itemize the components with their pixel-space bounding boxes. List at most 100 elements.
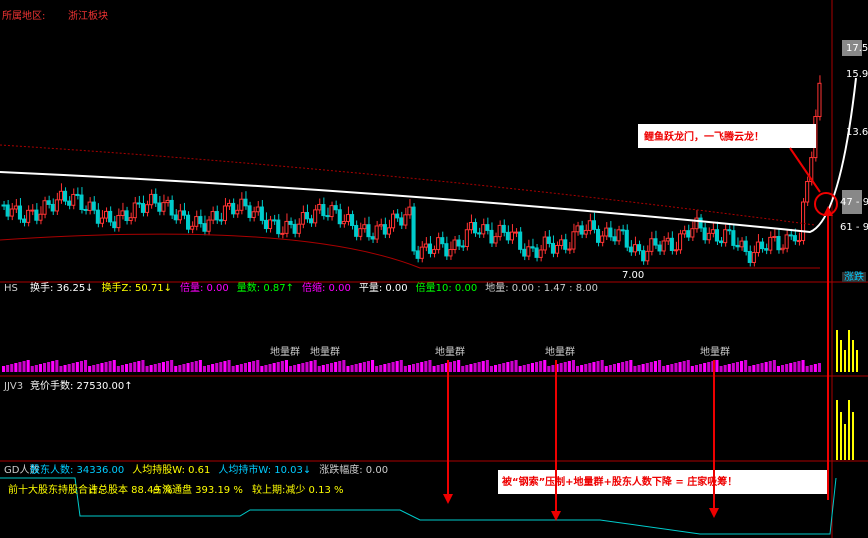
volume-bar xyxy=(666,365,670,372)
candle-body xyxy=(694,217,699,230)
volume-bar xyxy=(412,364,416,372)
candle-body xyxy=(719,240,724,244)
volume-bar xyxy=(403,366,407,372)
candle-body xyxy=(575,225,580,233)
volume-bar xyxy=(785,364,789,372)
volume-bar xyxy=(699,364,703,372)
volume-bar xyxy=(182,364,186,372)
volume-bar xyxy=(223,361,227,372)
panel-field: 倍量: 0.00 xyxy=(180,281,229,294)
volume-bar xyxy=(358,363,362,372)
cluster-label: 地量群 xyxy=(435,345,465,358)
panel-field: 人均持市W: 10.03↓ xyxy=(218,463,311,476)
volume-bar xyxy=(84,360,88,372)
volume-bar xyxy=(256,360,260,372)
change-button[interactable]: 涨跌 xyxy=(844,270,864,283)
candle-body xyxy=(805,181,810,203)
yellow-bar xyxy=(852,412,854,460)
volume-bar xyxy=(760,363,764,372)
volume-bar xyxy=(781,365,785,372)
volume-bar xyxy=(658,360,662,372)
candle-body xyxy=(739,240,744,248)
candle-body xyxy=(42,200,47,215)
candle-body xyxy=(5,204,10,217)
candle-body xyxy=(682,230,687,235)
candle-body xyxy=(210,211,215,221)
candle-body xyxy=(108,210,113,223)
candle-body xyxy=(493,236,498,244)
volume-bar xyxy=(465,365,469,372)
volume-bar xyxy=(727,364,731,372)
candle-body xyxy=(284,220,289,234)
volume-bar xyxy=(379,365,383,372)
candle-body xyxy=(419,246,424,259)
candle-body xyxy=(206,219,211,232)
candle-body xyxy=(411,206,416,252)
volume-bar xyxy=(71,363,75,372)
candle-body xyxy=(501,224,506,233)
volume-bar xyxy=(559,363,563,372)
volume-bar xyxy=(6,365,10,372)
volume-bar xyxy=(38,364,42,372)
volume-bar xyxy=(518,366,522,372)
volume-bar xyxy=(678,362,682,372)
volume-bar xyxy=(735,362,739,372)
volume-bar xyxy=(510,361,514,372)
candle-body xyxy=(145,204,150,213)
volume-bar xyxy=(817,363,821,372)
support-line xyxy=(0,233,820,269)
cluster-label: 地量群 xyxy=(270,345,300,358)
candle-body xyxy=(755,241,761,254)
callout: 被“钢索”压制+地量群+股东人数下降 = 庄家吸筹！ xyxy=(502,475,737,488)
candle-body xyxy=(678,233,683,251)
candle-body xyxy=(116,214,121,229)
candle-body xyxy=(362,224,367,230)
volume-bar xyxy=(108,361,112,372)
candle-body xyxy=(231,202,236,215)
panel-field: 量数: 0.87↑ xyxy=(237,281,294,294)
candle-body xyxy=(17,205,22,220)
volume-bar xyxy=(526,364,530,372)
volume-bar xyxy=(457,360,461,372)
volume-bar xyxy=(625,361,629,372)
volume-bar xyxy=(522,365,526,372)
candle-body xyxy=(140,203,145,213)
volume-bar xyxy=(391,362,395,372)
volume-bar xyxy=(297,364,301,372)
volume-bar xyxy=(239,364,243,372)
candle-body xyxy=(22,218,27,223)
candle-body xyxy=(58,190,64,201)
candle-body xyxy=(194,216,199,227)
panel-field: 倍缩: 0.00 xyxy=(302,281,351,294)
candle-body xyxy=(591,220,597,230)
candle-body xyxy=(456,239,461,247)
volume-bar xyxy=(67,364,71,372)
candle-body xyxy=(218,219,223,222)
cluster-label: 地量群 xyxy=(700,345,730,358)
step-line xyxy=(0,477,837,535)
candle-body xyxy=(464,229,469,248)
volume-bar xyxy=(334,362,338,372)
volume-bar xyxy=(444,363,448,372)
candle-body xyxy=(173,214,178,221)
candle-body xyxy=(235,209,240,215)
volume-bar xyxy=(243,363,247,372)
candle-body xyxy=(432,249,437,254)
candle-body xyxy=(296,223,301,234)
volume-bar xyxy=(342,360,346,372)
candle-body xyxy=(649,238,654,252)
volume-bar xyxy=(63,365,67,372)
button-bg xyxy=(842,272,866,282)
volume-bar xyxy=(153,364,157,372)
volume-bar xyxy=(338,361,342,372)
low-label: 7.00 xyxy=(622,270,644,281)
volume-bar xyxy=(567,361,571,372)
volume-bar xyxy=(252,361,256,372)
yellow-bar xyxy=(844,350,846,372)
candle-body xyxy=(54,199,59,212)
volume-bar xyxy=(416,363,420,372)
volume-bar xyxy=(621,362,625,372)
volume-bar xyxy=(473,363,477,372)
candle-body xyxy=(341,220,346,225)
